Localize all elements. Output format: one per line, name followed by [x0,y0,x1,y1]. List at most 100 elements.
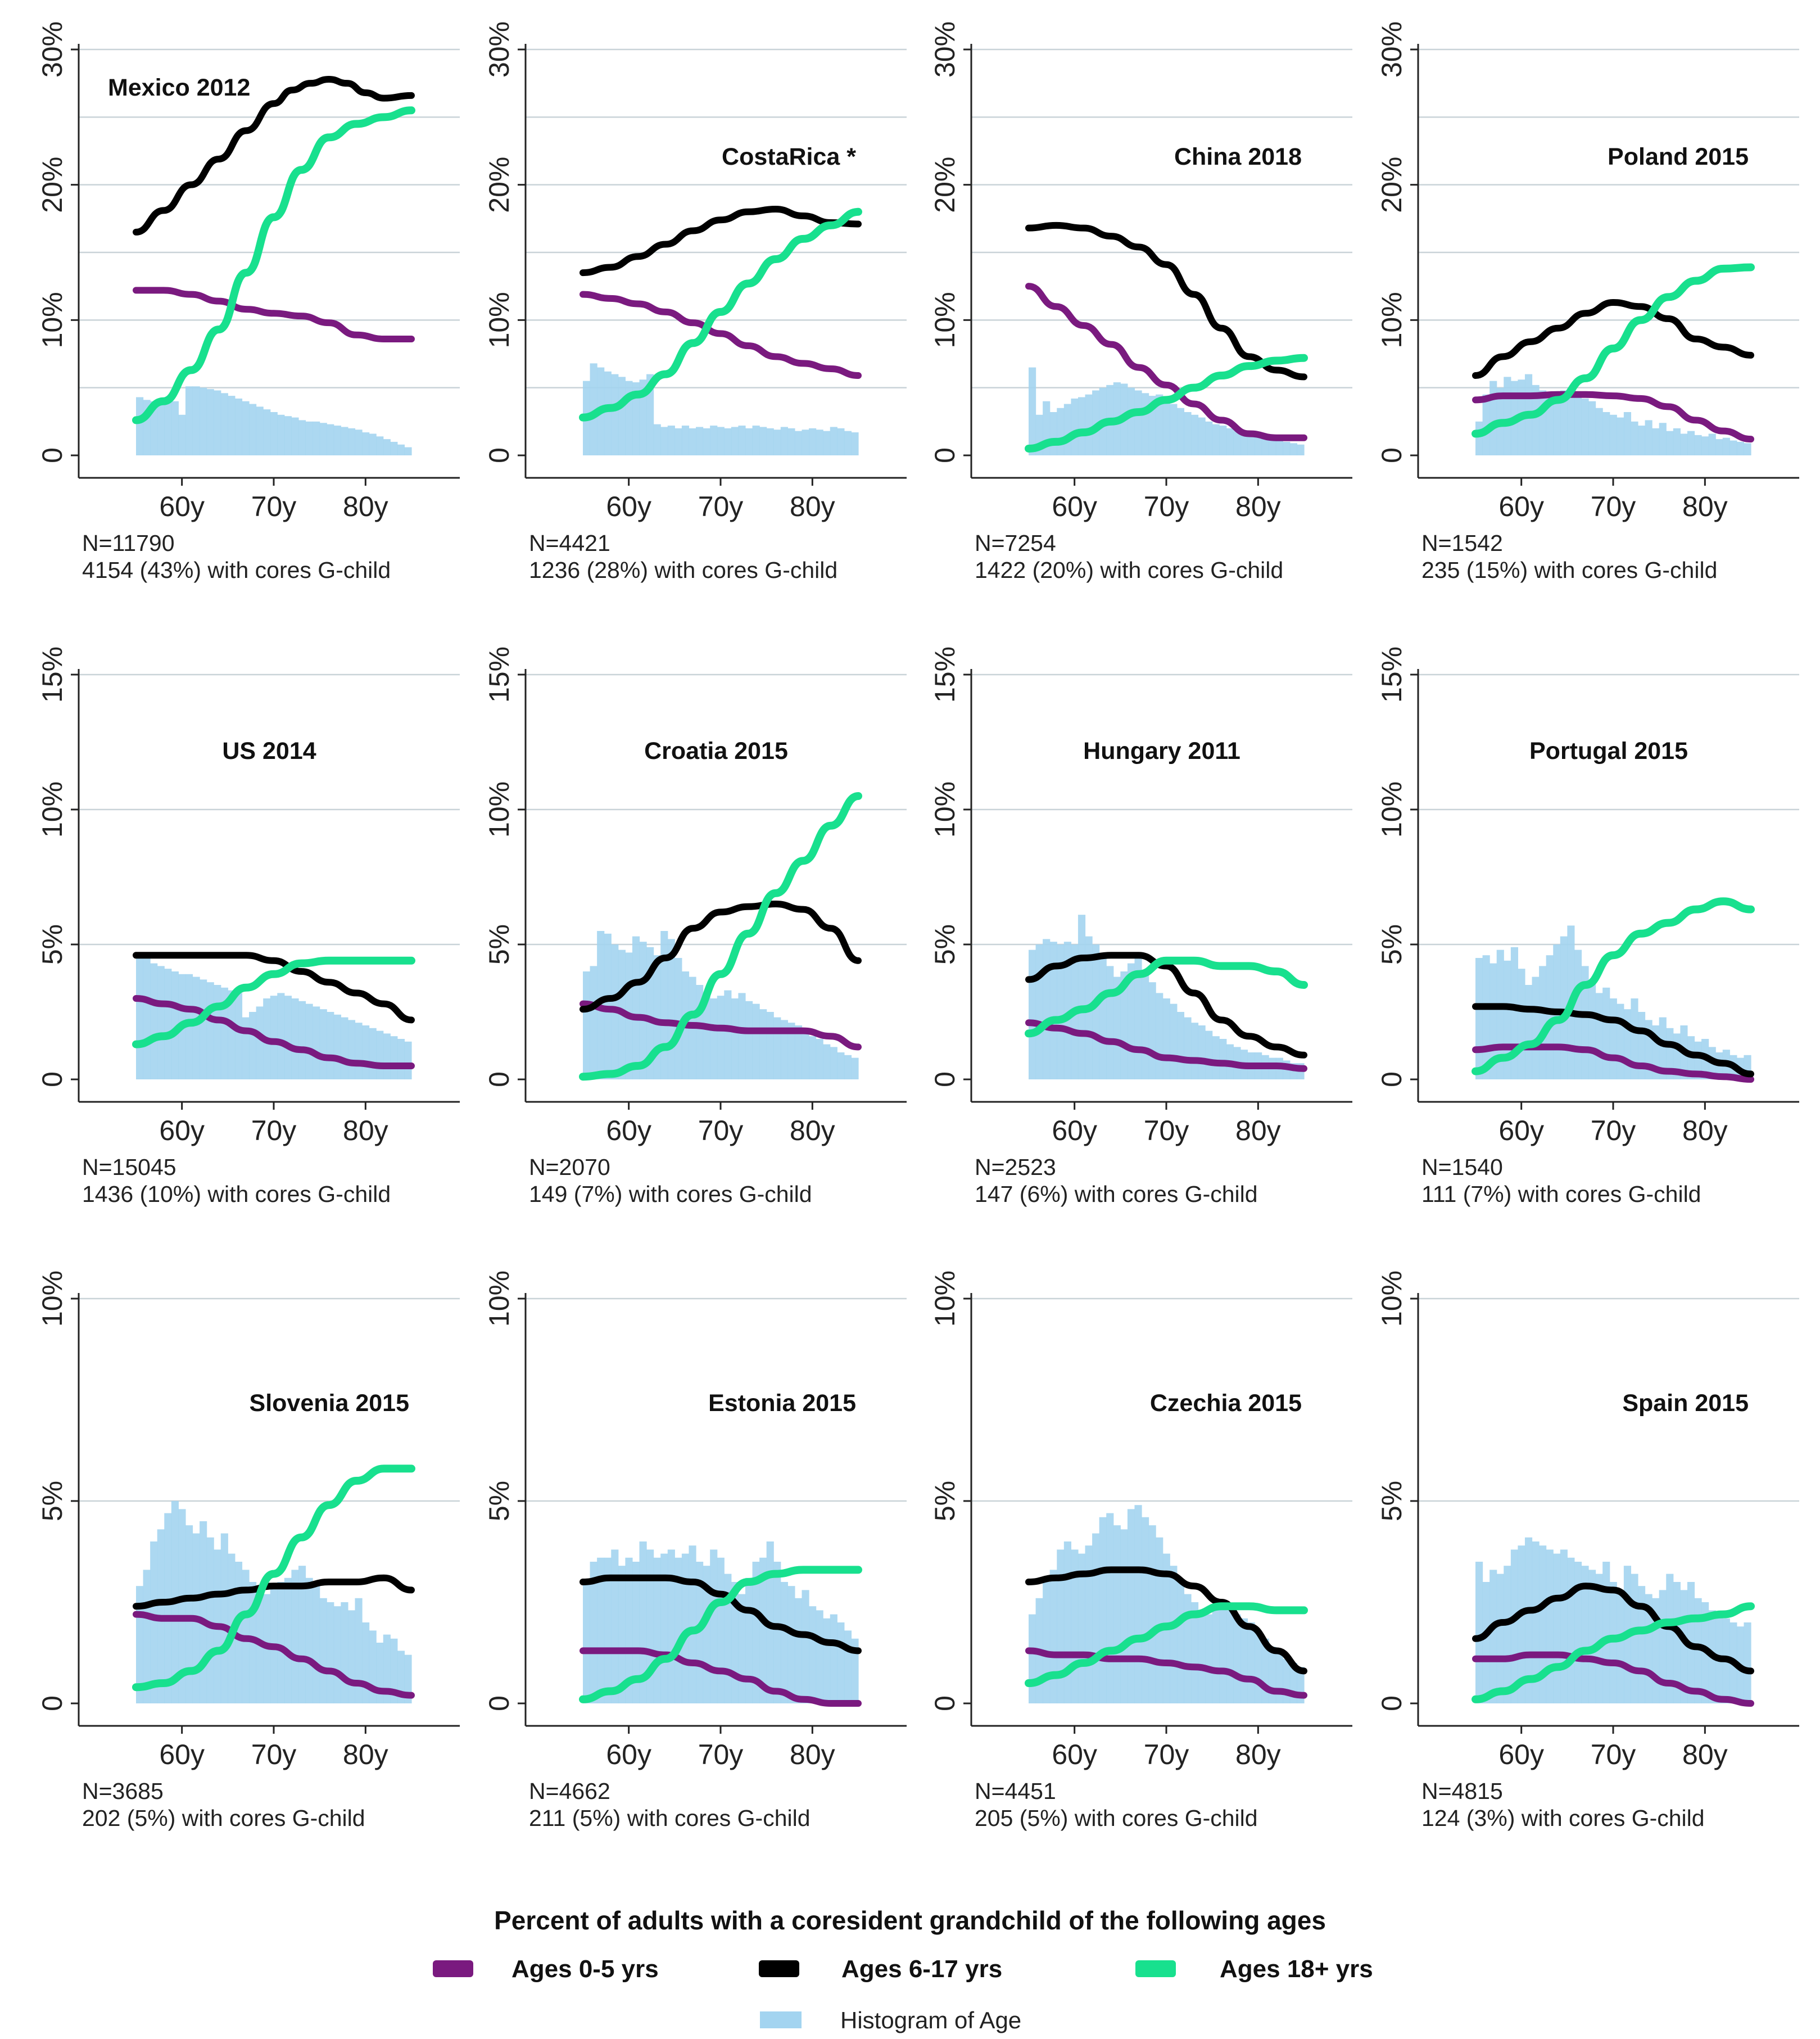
histogram-bar [1176,408,1185,455]
histogram-bar [327,1012,334,1079]
legend-label-histogram: Histogram of Age [840,2007,1021,2033]
histogram-bar [1269,439,1276,455]
panel-12-cores-label: 124 (3%) with cores G-child [1421,1805,1705,1831]
histogram-bar [1063,404,1071,455]
histogram-bar [1233,431,1241,455]
histogram-bar [1567,1557,1575,1703]
panel-4-title: Poland 2015 [1608,143,1749,170]
histogram-bar [1212,1606,1220,1703]
histogram-bar [639,379,647,455]
histogram-bar [220,987,228,1079]
histogram-bar [277,1582,285,1703]
panel-1-x-tick-label: 80y [343,491,388,522]
histogram-bar [404,1654,412,1703]
histogram-bar [1504,1566,1511,1703]
series-ages-6-17-line [133,952,415,1024]
histogram-bar [1475,958,1483,1079]
histogram-bar [604,1557,612,1703]
histogram-bar [625,1557,633,1703]
histogram-bar [1113,976,1121,1079]
histogram-bar [1496,1574,1504,1703]
histogram-bar [1504,377,1511,455]
panel-10-x-tick-label: 60y [606,1739,651,1770]
histogram-bar [1148,982,1156,1079]
panel-11-x-tick-label: 80y [1235,1739,1281,1770]
series-ages-0-5-line [1472,1651,1754,1707]
histogram-bar [1510,1549,1518,1703]
histogram-bar [242,401,250,455]
histogram-bar [164,969,172,1079]
panel-4-cores-label: 235 (15%) with cores G-child [1421,557,1717,583]
histogram-bar [313,1006,320,1079]
histogram-bar [745,1001,753,1079]
histogram-bar [1148,1525,1156,1703]
histogram-bar [1127,1509,1135,1703]
panel-4-x-tick-label: 70y [1591,491,1636,522]
histogram-bar [1659,423,1667,455]
histogram-bar [674,958,682,1079]
histogram-bar [1247,1622,1255,1703]
histogram-bar [178,414,186,455]
histogram-bar [597,1557,605,1703]
series-ages-0-5-line [579,1647,862,1707]
histogram-bar [256,1006,264,1079]
histogram-bar [710,1549,718,1703]
histogram-bar [313,421,320,455]
series-ages-18-plus-line [1472,1602,1755,1703]
histogram-bar [1057,408,1065,455]
histogram-bar [681,1553,690,1703]
histogram-bar [653,955,661,1079]
histogram-bar [242,1017,250,1079]
histogram-bar [1489,1570,1497,1703]
histogram-bar [710,998,718,1079]
histogram-bar [1560,936,1568,1079]
panel-1-n-label: N=11790 [82,530,175,556]
panel-5-x-tick-label: 60y [159,1115,205,1146]
panel-4-n-label: N=1542 [1421,530,1503,556]
histogram-bar [1553,1553,1561,1703]
panel-7-title: Hungary 2011 [1083,738,1241,765]
histogram-bar [681,426,690,455]
histogram-bar [844,1055,852,1079]
panel-7-y-tick-label: 0 [929,1072,961,1087]
series-ages-6-17-line [579,901,862,1013]
histogram-bar [1057,944,1065,1079]
histogram-bar [830,1614,837,1703]
series-ages-0-5-line [1025,283,1307,441]
series-ages-6-17-line [579,205,862,277]
panel-6-y-tick-label: 10% [483,781,515,838]
legend-title: Percent of adults with a coresident gran… [494,1906,1326,1935]
legend-swatch-2 [759,1960,799,1977]
histogram-bar [1106,966,1114,1079]
histogram-bar [773,429,781,455]
series-ages-0-5-line [579,291,862,379]
panel-1-title: Mexico 2012 [108,74,250,101]
histogram-bar [1063,942,1071,1079]
histogram-bar [234,1562,243,1703]
panel-9-y-tick-label: 0 [37,1696,68,1711]
histogram-bar [837,428,845,455]
panel-3-y-tick-label: 20% [929,157,961,213]
panel-8-title: Portugal 2015 [1529,738,1688,765]
histogram-bar [1029,367,1036,455]
histogram-bar [277,414,285,455]
series-ages-6-17-line [1472,1583,1754,1675]
panel-9-x-tick-label: 70y [251,1739,297,1770]
histogram-bar [185,1525,193,1703]
panel-3-x-tick-label: 60y [1052,491,1097,522]
legend-swatch-3 [1135,1960,1176,1977]
histogram-bar [383,1033,391,1079]
panel-2-x-tick-label: 80y [790,491,835,522]
panel-3-title: China 2018 [1174,143,1302,170]
panel-9-y-tick-label: 10% [37,1271,68,1327]
histogram-bar [1631,1574,1638,1703]
histogram-bar [369,1028,377,1079]
panel-7-x-tick-label: 70y [1144,1115,1189,1146]
histogram-bar [1226,1610,1234,1703]
histogram-bar [341,427,348,455]
panel-12-x-tick-label: 80y [1682,1739,1728,1770]
panel-10-y-tick-label: 10% [483,1271,515,1327]
histogram-bar [1092,944,1100,1079]
histogram-bar [298,420,306,455]
histogram-bar [752,1003,760,1079]
